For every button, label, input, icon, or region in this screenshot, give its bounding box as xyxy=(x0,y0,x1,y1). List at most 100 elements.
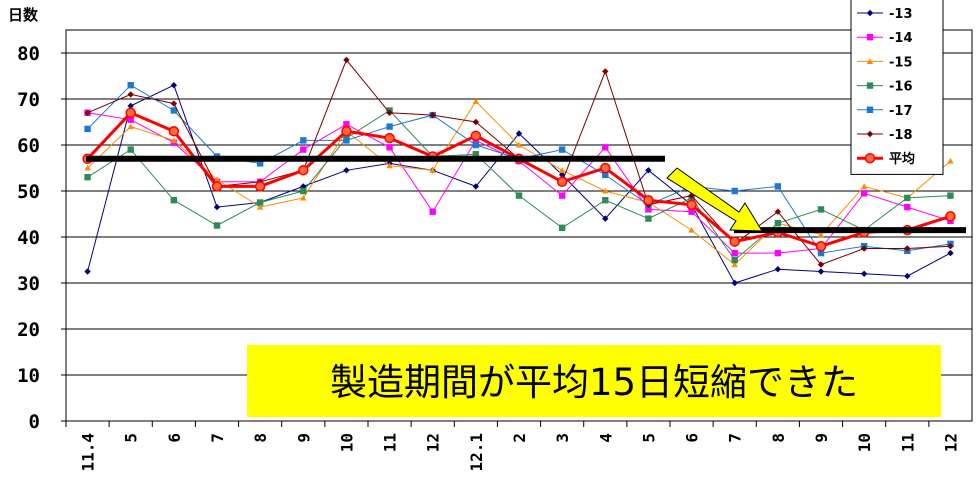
data-point xyxy=(470,130,482,142)
y-tick-label: 30 xyxy=(17,273,40,295)
legend-swatch-marker xyxy=(866,82,874,89)
data-point xyxy=(84,125,91,133)
data-point xyxy=(645,206,652,213)
data-point xyxy=(774,266,782,273)
data-point xyxy=(127,102,134,110)
data-point xyxy=(256,199,264,206)
data-point xyxy=(904,272,911,280)
x-tick-label: 3 xyxy=(553,433,572,443)
y-tick-label: 70 xyxy=(17,89,40,111)
x-tick-label: 4 xyxy=(596,433,615,443)
x-tick-label: 11 xyxy=(898,433,917,452)
data-point xyxy=(84,174,91,181)
callout: 製造期間が平均15日短縮できた xyxy=(247,345,941,417)
x-tick-label: 5 xyxy=(122,433,141,443)
arrow-shape xyxy=(666,167,763,232)
data-point xyxy=(127,82,134,89)
reference-lines xyxy=(86,155,966,234)
data-point xyxy=(386,162,393,169)
data-point xyxy=(213,222,221,229)
data-point xyxy=(602,215,609,222)
data-point xyxy=(170,137,178,143)
data-point xyxy=(386,144,393,151)
legend-swatch-marker xyxy=(866,106,874,113)
data-point xyxy=(947,157,954,164)
y-axis-label: 日数 xyxy=(8,6,39,24)
data-point xyxy=(688,208,695,215)
data-point xyxy=(170,197,178,204)
data-point xyxy=(298,165,309,176)
legend-swatch-marker xyxy=(866,58,874,64)
data-point xyxy=(645,167,652,174)
data-point xyxy=(558,192,566,199)
data-point xyxy=(602,187,609,194)
data-point xyxy=(300,187,307,195)
data-point xyxy=(386,109,393,116)
data-point xyxy=(817,268,825,275)
y-tick-label: 0 xyxy=(29,411,40,433)
legend-label: 平均 xyxy=(889,151,915,167)
data-point xyxy=(254,181,266,192)
data-point xyxy=(947,192,954,199)
data-point xyxy=(602,144,609,151)
x-tick-label: 6 xyxy=(165,433,184,443)
x-tick-labels: 11.4 5 6 7 8 9 10 11 12 12.1 2 3 4 5 6 7 8 9 10 11 12 xyxy=(79,433,961,472)
x-tick-label: 10 xyxy=(337,433,356,452)
data-point xyxy=(515,130,523,137)
data-point xyxy=(558,146,566,153)
x-tick-label: 6 xyxy=(683,433,702,443)
legend-label: -14 xyxy=(889,31,913,46)
data-point xyxy=(904,203,911,211)
x-tick-label: 9 xyxy=(812,433,831,443)
data-point xyxy=(860,270,868,277)
data-point xyxy=(213,203,221,211)
legend-swatch-marker xyxy=(864,152,876,164)
data-point xyxy=(343,167,350,174)
x-tick-label: 8 xyxy=(251,433,270,443)
x-tick-label: 12 xyxy=(424,433,443,452)
y-tick-label: 80 xyxy=(17,43,40,65)
legend-label: -17 xyxy=(889,104,913,119)
data-point xyxy=(127,91,134,98)
y-tick-label: 50 xyxy=(17,181,40,203)
legend-swatch-marker xyxy=(866,130,874,138)
data-point xyxy=(127,116,134,123)
data-point xyxy=(127,123,134,130)
data-point xyxy=(472,141,480,149)
data-point xyxy=(170,107,178,114)
data-point xyxy=(947,243,954,250)
data-point xyxy=(558,167,566,173)
data-point xyxy=(817,206,825,213)
data-point xyxy=(904,194,911,202)
data-point xyxy=(860,183,868,189)
data-point xyxy=(556,176,568,188)
legend-swatch-marker xyxy=(866,34,874,41)
x-tick-label: 8 xyxy=(769,433,788,443)
data-point xyxy=(645,215,652,222)
series-7 xyxy=(82,107,956,252)
decrease-arrow xyxy=(666,167,763,232)
data-point xyxy=(860,190,868,197)
data-point xyxy=(904,245,911,252)
data-point xyxy=(774,183,782,190)
data-point xyxy=(213,176,221,183)
data-point xyxy=(731,261,738,268)
data-point xyxy=(384,132,395,144)
data-point xyxy=(731,187,738,195)
data-point xyxy=(731,279,738,287)
data-point xyxy=(515,192,523,199)
data-point xyxy=(602,68,609,75)
legend-box xyxy=(850,0,944,175)
legend-label: -13 xyxy=(889,7,913,22)
data-point xyxy=(600,162,611,174)
data-point xyxy=(945,211,956,222)
data-point xyxy=(429,167,436,173)
data-point xyxy=(817,249,825,257)
legend-swatch-marker xyxy=(866,9,874,17)
data-point xyxy=(515,141,523,148)
data-point xyxy=(170,82,178,89)
data-point xyxy=(602,171,609,179)
data-point xyxy=(729,236,740,247)
data-point xyxy=(643,194,654,206)
data-point xyxy=(860,245,868,252)
